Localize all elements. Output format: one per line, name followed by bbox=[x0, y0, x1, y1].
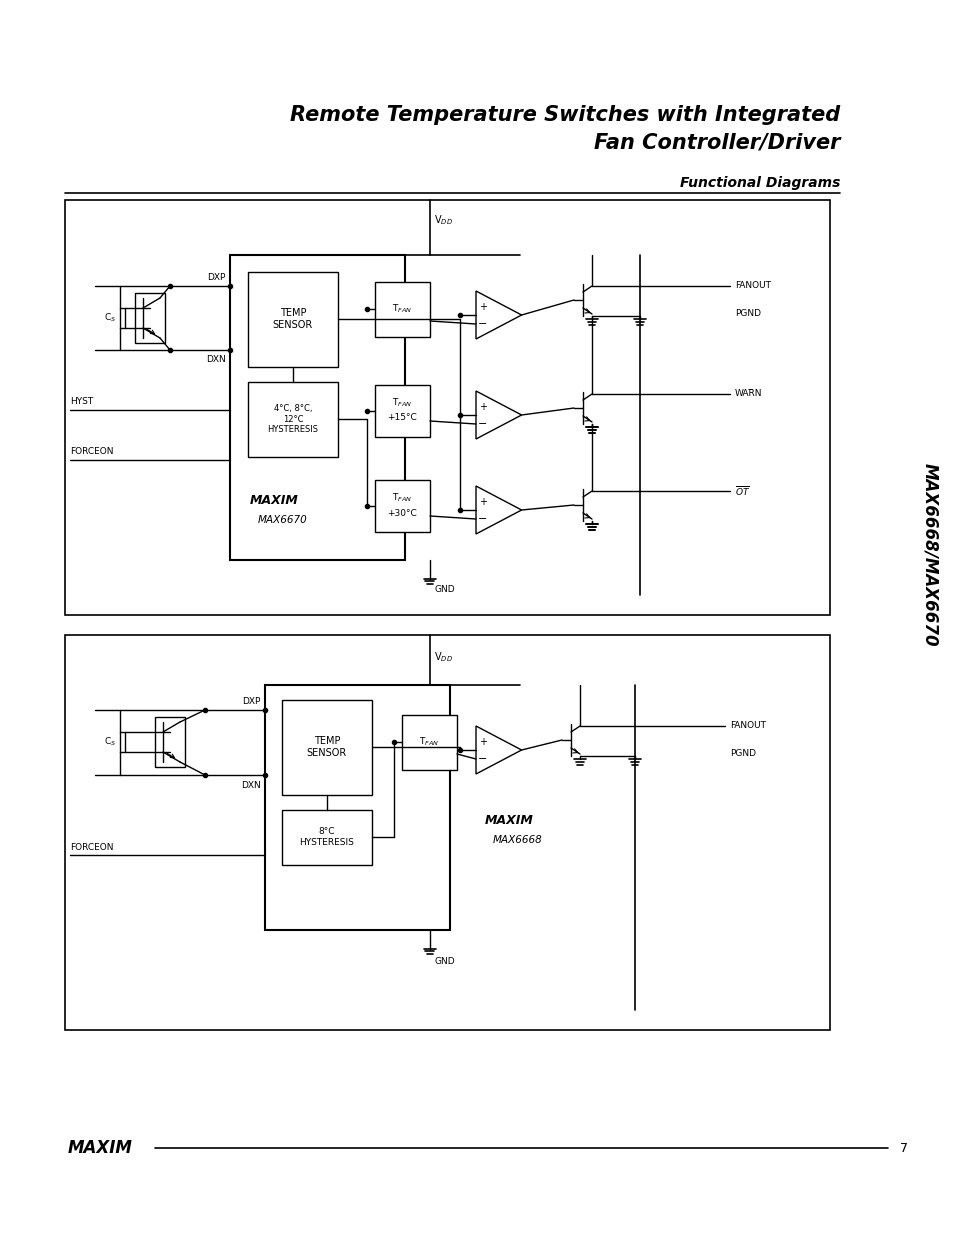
Text: GND: GND bbox=[435, 957, 456, 967]
Text: TEMP
SENSOR: TEMP SENSOR bbox=[273, 309, 313, 330]
Text: MAX6668: MAX6668 bbox=[493, 835, 542, 845]
Text: +: + bbox=[478, 303, 486, 312]
Text: MAX6668/MAX6670: MAX6668/MAX6670 bbox=[920, 463, 938, 647]
Text: DXN: DXN bbox=[241, 781, 261, 789]
Text: MAX6670: MAX6670 bbox=[257, 515, 308, 525]
Text: HYST: HYST bbox=[70, 398, 93, 406]
Bar bbox=[154, 718, 185, 767]
Bar bbox=[375, 480, 430, 532]
Text: +: + bbox=[478, 403, 486, 412]
Bar bbox=[401, 715, 456, 769]
Text: T$_{FAN}$: T$_{FAN}$ bbox=[418, 736, 438, 748]
Text: +15°C: +15°C bbox=[387, 414, 416, 422]
Text: TEMP
SENSOR: TEMP SENSOR bbox=[307, 736, 347, 758]
Text: 8°C
HYSTERESIS: 8°C HYSTERESIS bbox=[299, 827, 355, 847]
Text: Functional Diagrams: Functional Diagrams bbox=[679, 177, 840, 190]
Bar bbox=[375, 282, 430, 337]
Text: FORCEON: FORCEON bbox=[70, 447, 113, 457]
Text: V$_{DD}$: V$_{DD}$ bbox=[434, 650, 453, 664]
Bar bbox=[135, 293, 165, 343]
Text: +30°C: +30°C bbox=[387, 509, 416, 517]
Text: +: + bbox=[478, 496, 486, 508]
Text: −: − bbox=[477, 319, 487, 329]
Text: MAXIM: MAXIM bbox=[484, 814, 534, 826]
Text: −: − bbox=[477, 514, 487, 524]
Text: 4°C, 8°C,
12°C
HYSTERESIS: 4°C, 8°C, 12°C HYSTERESIS bbox=[267, 404, 318, 433]
Bar bbox=[375, 385, 430, 437]
Text: +: + bbox=[478, 737, 486, 747]
Bar bbox=[265, 685, 450, 930]
Text: PGND: PGND bbox=[729, 750, 755, 758]
Text: 7: 7 bbox=[899, 1141, 907, 1155]
Text: FANOUT: FANOUT bbox=[734, 282, 770, 290]
Text: DXP: DXP bbox=[208, 273, 226, 283]
Text: V$_{DD}$: V$_{DD}$ bbox=[434, 214, 453, 227]
Text: −: − bbox=[477, 755, 487, 764]
Bar bbox=[230, 254, 405, 559]
Text: −: − bbox=[477, 419, 487, 429]
Text: T$_{FAN}$: T$_{FAN}$ bbox=[392, 303, 412, 315]
Text: MAXIM: MAXIM bbox=[250, 494, 298, 506]
Text: C$_S$: C$_S$ bbox=[104, 736, 116, 748]
Bar bbox=[65, 635, 829, 1030]
Text: C$_S$: C$_S$ bbox=[104, 311, 116, 325]
Text: Remote Temperature Switches with Integrated: Remote Temperature Switches with Integra… bbox=[290, 105, 840, 125]
Text: T$_{FAN}$: T$_{FAN}$ bbox=[392, 492, 412, 504]
Bar bbox=[248, 272, 337, 367]
Bar bbox=[248, 382, 337, 457]
Bar bbox=[282, 810, 372, 864]
Text: FORCEON: FORCEON bbox=[70, 842, 113, 851]
Text: WARN: WARN bbox=[734, 389, 761, 399]
Text: DXN: DXN bbox=[206, 356, 226, 364]
Text: $\overline{OT}$: $\overline{OT}$ bbox=[734, 484, 749, 498]
Text: MAXIM: MAXIM bbox=[68, 1139, 132, 1157]
Text: PGND: PGND bbox=[734, 310, 760, 319]
Text: Fan Controller/Driver: Fan Controller/Driver bbox=[593, 133, 840, 153]
Bar bbox=[282, 700, 372, 795]
Bar bbox=[65, 200, 829, 615]
Text: DXP: DXP bbox=[242, 698, 261, 706]
Text: T$_{FAN}$: T$_{FAN}$ bbox=[392, 396, 412, 409]
Text: FANOUT: FANOUT bbox=[729, 721, 765, 730]
Text: GND: GND bbox=[435, 585, 456, 594]
